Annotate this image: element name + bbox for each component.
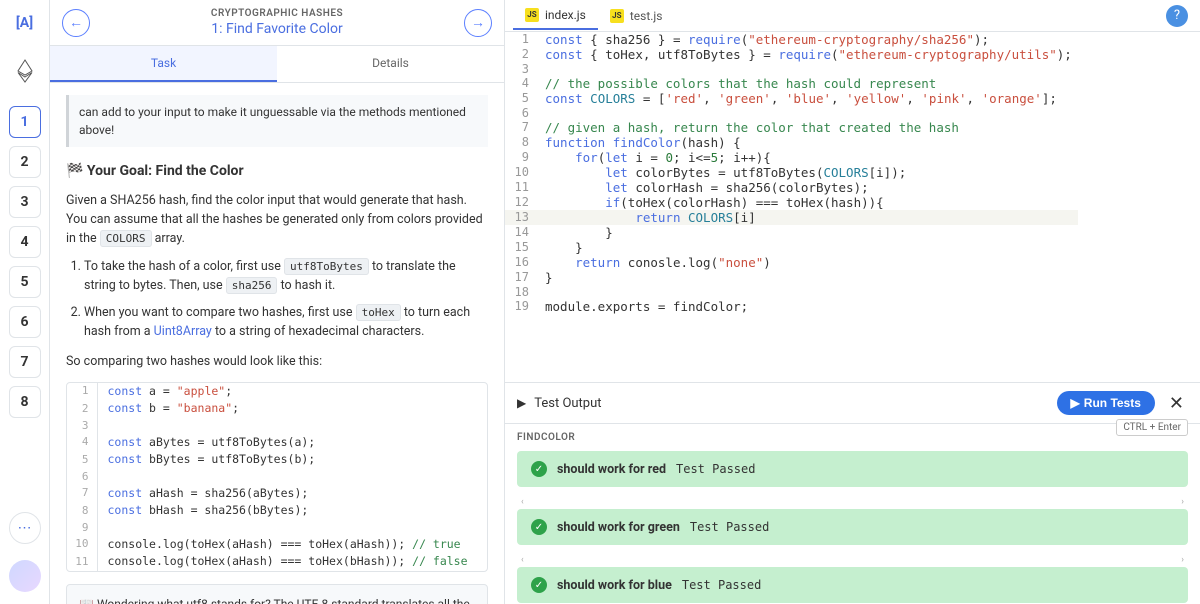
step-5[interactable]: 5 — [9, 266, 41, 298]
test-title: Test Output — [534, 396, 601, 411]
note-box: can add to your input to make it unguess… — [66, 95, 488, 147]
uint8array-link[interactable]: Uint8Array — [154, 324, 212, 339]
step-7[interactable]: 7 — [9, 346, 41, 378]
test-row: ✓ should work for green Test Passed — [517, 509, 1188, 545]
test-name: should work for red — [557, 462, 666, 477]
step-2: When you want to compare two hashes, fir… — [84, 304, 488, 342]
panel-header: ← CRYPTOGRAPHIC HASHES 1: Find Favorite … — [50, 0, 504, 46]
editor-panel: JSindex.jsJStest.js ? 1const { sha256 } … — [505, 0, 1200, 604]
run-tests-button[interactable]: ▶ Run Tests — [1057, 391, 1155, 415]
check-icon: ✓ — [531, 461, 547, 477]
close-tests-button[interactable]: ✕ — [1165, 393, 1188, 414]
file-tab-index-js[interactable]: JSindex.js — [513, 2, 598, 30]
prev-button[interactable]: ← — [62, 9, 90, 37]
check-icon: ✓ — [531, 577, 547, 593]
test-status: Test Passed — [682, 578, 761, 592]
step-3[interactable]: 3 — [9, 186, 41, 218]
keyboard-hint: CTRL + Enter — [1116, 419, 1188, 436]
test-panel: ▶ Test Output ▶ Run Tests ✕ CTRL + Enter… — [505, 382, 1200, 604]
goal-paragraph: Given a SHA256 hash, find the color inpu… — [66, 192, 488, 248]
step-1: To take the hash of a color, first use u… — [84, 258, 488, 296]
step-4[interactable]: 4 — [9, 226, 41, 258]
js-icon: JS — [610, 9, 624, 23]
test-status: Test Passed — [690, 520, 769, 534]
next-button[interactable]: → — [464, 9, 492, 37]
goal-heading: 🏁 Your Goal: Find the Color — [66, 161, 488, 182]
test-results: FINDCOLOR ✓ should work for red Test Pas… — [505, 424, 1200, 604]
step-8[interactable]: 8 — [9, 386, 41, 418]
breadcrumb: CRYPTOGRAPHIC HASHES — [90, 8, 464, 19]
test-name: should work for blue — [557, 578, 672, 593]
test-header: ▶ Test Output ▶ Run Tests ✕ CTRL + Enter — [505, 383, 1200, 424]
step-2[interactable]: 2 — [9, 146, 41, 178]
logo[interactable]: [A] — [10, 8, 40, 38]
compare-paragraph: So comparing two hashes would look like … — [66, 353, 488, 372]
workspace: ← CRYPTOGRAPHIC HASHES 1: Find Favorite … — [50, 0, 1200, 604]
file-tab-test-js[interactable]: JStest.js — [598, 2, 675, 30]
play-icon: ▶ — [517, 396, 526, 410]
test-status: Test Passed — [676, 462, 755, 476]
code-colors: COLORS — [100, 230, 152, 247]
profile-avatar[interactable] — [9, 560, 41, 592]
tab-details[interactable]: Details — [277, 46, 504, 82]
help-button[interactable]: ? — [1166, 5, 1188, 27]
test-row: ✓ should work for blue Test Passed — [517, 567, 1188, 603]
header-titles: CRYPTOGRAPHIC HASHES 1: Find Favorite Co… — [90, 8, 464, 37]
step-6[interactable]: 6 — [9, 306, 41, 338]
instruction-tabs: Task Details — [50, 46, 504, 83]
lesson-title: 1: Find Favorite Color — [90, 21, 464, 37]
info-box: 📖 Wondering what utf8 stands for? The UT… — [66, 584, 488, 604]
more-button[interactable]: ⋯ — [9, 512, 41, 544]
instructions-content: can add to your input to make it unguess… — [50, 83, 504, 604]
js-icon: JS — [525, 8, 539, 22]
editor-tabs: JSindex.jsJStest.js ? — [505, 0, 1200, 32]
test-group-label: FINDCOLOR — [517, 432, 1188, 443]
left-rail: [A] 1 2 3 4 5 6 7 8 ⋯ — [0, 0, 50, 604]
check-icon: ✓ — [531, 519, 547, 535]
test-name: should work for green — [557, 520, 680, 535]
tab-task[interactable]: Task — [50, 46, 277, 82]
instructions-panel: ← CRYPTOGRAPHIC HASHES 1: Find Favorite … — [50, 0, 505, 604]
ethereum-icon[interactable] — [10, 56, 40, 86]
code-example: 1const a = "apple";2const b = "banana";3… — [66, 382, 488, 572]
code-editor[interactable]: 1const { sha256 } = require("ethereum-cr… — [505, 32, 1200, 382]
test-row: ✓ should work for red Test Passed — [517, 451, 1188, 487]
step-1[interactable]: 1 — [9, 106, 41, 138]
